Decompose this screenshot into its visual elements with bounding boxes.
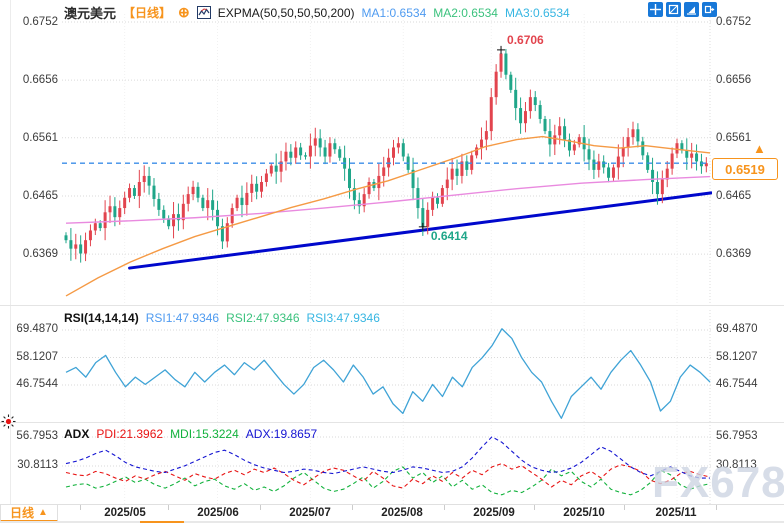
- separator-rsi-adx: [0, 422, 784, 423]
- x-tick: [352, 505, 353, 510]
- ma2-value: MA2:0.6534: [433, 5, 498, 20]
- crosshair-icon[interactable]: [648, 2, 663, 17]
- adx-chart[interactable]: [62, 423, 712, 504]
- mdi-value: MDI:15.3224: [170, 427, 239, 441]
- svg-text:0.6706: 0.6706: [507, 33, 544, 47]
- period-tab-label: 日线: [10, 506, 35, 520]
- adx-header: ADX PDI:21.3962 MDI:15.3224 ADX:19.8657: [64, 427, 317, 441]
- adx-axis-left-2: 30.8113: [17, 459, 58, 471]
- axis-scale-icon[interactable]: [666, 2, 681, 17]
- x-axis-label-jul: 2025/07: [289, 507, 331, 519]
- x-axis-label-may: 2025/05: [104, 507, 146, 519]
- x-axis-label-nov: 2025/11: [655, 507, 697, 519]
- separator-main-rsi: [0, 305, 784, 306]
- rsi-axis-right-2: 58.1207: [716, 351, 758, 363]
- rsi2-value: RSI2:47.9346: [226, 311, 300, 325]
- period-tab-daily[interactable]: 日线 ▲: [0, 504, 58, 522]
- zoom-area-icon[interactable]: [684, 2, 699, 17]
- x-axis-label-aug: 2025/08: [381, 507, 423, 519]
- price-up-arrow-icon: ▲: [753, 141, 766, 156]
- x-tick: [80, 505, 81, 510]
- main-price-chart[interactable]: 0.6706 0.6414: [62, 0, 712, 305]
- period-tab-arrow-icon: ▲: [38, 507, 48, 518]
- ma3-value: MA3:0.6534: [504, 5, 570, 20]
- x-tick: [168, 505, 169, 510]
- adx-axis-right-2: 30.8113: [716, 459, 757, 471]
- indicator-name: EXPMA(50,50,50,50,200): [217, 5, 355, 20]
- rsi1-value: RSI1:47.9346: [145, 311, 220, 325]
- rsi-chart[interactable]: [62, 306, 712, 422]
- chart-toolbar: [648, 2, 717, 17]
- rsi-axis-right-1: 69.4870: [716, 323, 758, 335]
- current-price-badge: 0.6519: [712, 158, 778, 180]
- x-axis-row: 2025/05 2025/06 2025/07 2025/08 2025/09 …: [0, 504, 784, 521]
- adx-axis-right-1: 56.7953: [716, 430, 758, 442]
- main-axis-right-1: 0.6752: [716, 16, 752, 28]
- x-tick: [624, 505, 625, 510]
- pdi-value: PDI:21.3962: [96, 427, 164, 441]
- x-tick: [444, 505, 445, 510]
- x-axis-label-jun: 2025/06: [197, 507, 239, 519]
- x-tick: [260, 505, 261, 510]
- x-tick: [716, 505, 717, 510]
- main-axis-right-5: 0.6369: [716, 248, 752, 260]
- rsi-axis-left-2: 58.1207: [16, 351, 58, 363]
- rsi3-value: RSI3:47.9346: [306, 311, 380, 325]
- rsi-axis-right-3: 46.7544: [716, 378, 758, 390]
- main-axis-right-2: 0.6656: [716, 74, 752, 86]
- indicator-settings-icon[interactable]: [1, 414, 16, 434]
- x-axis-label-sep: 2025/09: [473, 507, 515, 519]
- main-axis-left-1: 0.6752: [22, 16, 58, 28]
- adx-value: ADX:19.8657: [245, 427, 318, 441]
- main-axis-left-5: 0.6369: [22, 248, 58, 260]
- main-axis-left-4: 0.6465: [22, 190, 58, 202]
- main-axis-right-4: 0.6465: [716, 190, 752, 202]
- ma1-value: MA1:0.6534: [361, 5, 427, 20]
- period-tag: 【日线】: [123, 6, 172, 20]
- rsi-axis-left-3: 46.7544: [16, 378, 58, 390]
- symbol-name: 澳元美元: [64, 6, 117, 21]
- rsi-axis-left-1: 69.4870: [16, 323, 58, 335]
- chart-scrollbar[interactable]: [0, 521, 784, 523]
- pan-right-icon[interactable]: [702, 2, 717, 17]
- rsi-title: RSI(14,14,14): [64, 311, 139, 325]
- x-axis-label-oct: 2025/10: [563, 507, 605, 519]
- svg-text:0.6414: 0.6414: [431, 229, 468, 243]
- main-chart-header: 澳元美元 【日线】 ⊕ EXPMA(50,50,50,50,200) MA1:0…: [64, 3, 570, 22]
- scrollbar-thumb[interactable]: [140, 521, 184, 523]
- indicator-chip-icon: [196, 6, 211, 19]
- rsi-header: RSI(14,14,14) RSI1:47.9346 RSI2:47.9346 …: [64, 311, 380, 325]
- add-indicator-icon[interactable]: ⊕: [178, 4, 190, 20]
- left-border: [10, 0, 11, 523]
- adx-axis-left-1: 56.7953: [16, 430, 58, 442]
- main-axis-left-3: 0.6561: [22, 132, 58, 144]
- adx-title: ADX: [64, 427, 90, 441]
- main-axis-left-2: 0.6656: [22, 74, 58, 86]
- watermark: FX678: [652, 458, 784, 507]
- main-axis-right-3: 0.6561: [716, 132, 752, 144]
- x-tick: [534, 505, 535, 510]
